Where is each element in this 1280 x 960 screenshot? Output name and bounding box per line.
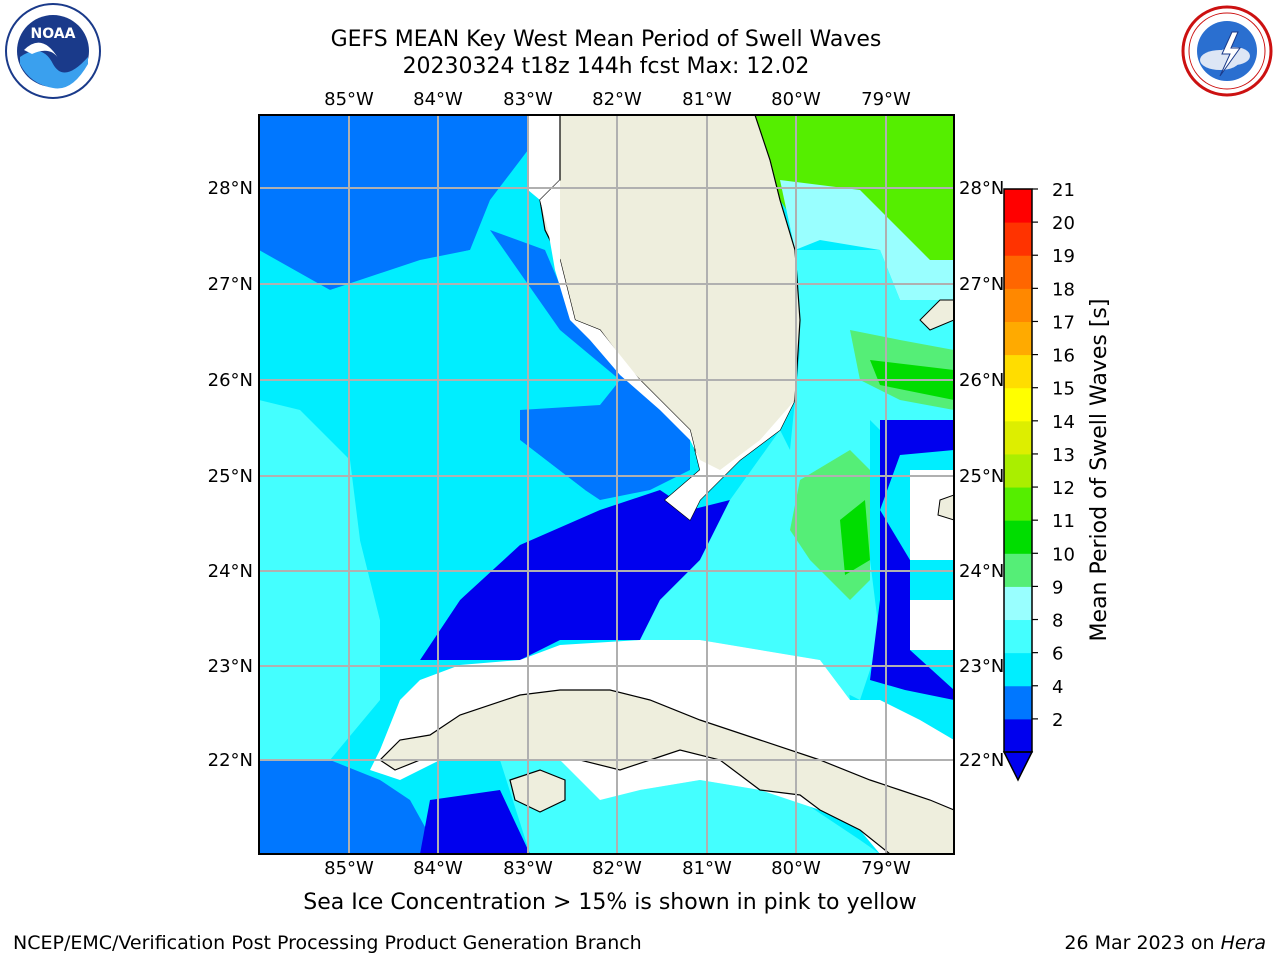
nws-logo	[1181, 5, 1273, 97]
colorbar-tick-label: 11	[1052, 511, 1075, 532]
region-northwest-gulf	[259, 115, 528, 290]
region-exuma-sound	[880, 420, 954, 600]
lon-label-bottom: 83°W	[503, 858, 553, 879]
lat-label-left: 23°N	[208, 656, 253, 677]
lon-label-top: 83°W	[503, 89, 553, 110]
colorbar-bin	[1004, 321, 1032, 356]
colorbar-bin	[1004, 255, 1032, 289]
colorbar-bin	[1004, 718, 1032, 753]
lon-label-bottom: 80°W	[771, 858, 821, 879]
colorbar: 21 20 19 18 17 16 15 14 13 12 11 10 9 8 6 4 2	[1002, 180, 1075, 782]
lon-label-top: 79°W	[861, 89, 911, 110]
no-data-bahamas	[910, 454, 954, 560]
colorbar-label: Mean Period of Swell Waves [s]	[1087, 299, 1112, 642]
colorbar-tick-label: 17	[1052, 312, 1075, 333]
region-tongue-max	[840, 500, 870, 575]
lat-label-right: 25°N	[959, 466, 1004, 487]
colorbar-bin	[1004, 222, 1032, 256]
no-data-tampa-coast	[528, 115, 560, 200]
colorbar-tick-label: 2	[1052, 710, 1063, 731]
lat-labels-left: 28°N 27°N 26°N 25°N 24°N 23°N 22°N	[208, 178, 253, 771]
lat-label-left: 28°N	[208, 178, 253, 199]
lon-label-bottom: 81°W	[682, 858, 732, 879]
colorbar-bin	[1004, 652, 1032, 687]
noaa-logo-text: NOAA	[31, 26, 76, 42]
lat-label-right: 26°N	[959, 370, 1004, 391]
colorbar-tick-label: 14	[1052, 412, 1075, 433]
region-old-bahama-channel	[870, 600, 954, 700]
region-yucatan-channel	[420, 790, 530, 854]
lon-label-top: 85°W	[324, 89, 374, 110]
forecast-subtitle: 20230324 t18z 144h fcst Max: 12.02	[402, 54, 810, 79]
colorbar-bin	[1004, 619, 1032, 654]
lon-label-bottom: 79°W	[861, 858, 911, 879]
colorbar-tick-label: 20	[1052, 213, 1075, 234]
lat-label-right: 27°N	[959, 274, 1004, 295]
lat-label-left: 27°N	[208, 274, 253, 295]
lon-label-top: 81°W	[682, 89, 732, 110]
colorbar-bin	[1004, 288, 1032, 322]
map-gridlines	[259, 115, 954, 854]
lat-label-right: 22°N	[959, 750, 1004, 771]
sea-ice-note: Sea Ice Concentration > 15% is shown in …	[303, 890, 917, 915]
lon-label-top: 80°W	[771, 89, 821, 110]
lat-labels-right: 28°N 27°N 26°N 25°N 24°N 23°N 22°N	[959, 178, 1004, 771]
chart-title: GEFS MEAN Key West Mean Period of Swell …	[330, 27, 882, 52]
lat-label-right: 23°N	[959, 656, 1004, 677]
colorbar-tick-label: 15	[1052, 379, 1075, 400]
colorbar-tick-label: 4	[1052, 677, 1063, 698]
andros-island	[937, 494, 954, 521]
grand-bahama-island	[919, 299, 954, 331]
colorbar-bin	[1004, 387, 1032, 422]
region-atlantic-shelf	[780, 180, 954, 300]
lon-label-bottom: 84°W	[413, 858, 463, 879]
lon-labels-bottom: 85°W 84°W 83°W 82°W 81°W 80°W 79°W	[324, 858, 911, 879]
colorbar-bin	[1004, 586, 1032, 621]
colorbar-tick-label: 10	[1052, 544, 1075, 565]
lat-label-right: 28°N	[959, 178, 1004, 199]
swell-period-field	[259, 115, 954, 854]
colorbar-tick-label: 18	[1052, 279, 1075, 300]
colorbar-tick-label: 9	[1052, 577, 1063, 598]
colorbar-frame	[1003, 188, 1033, 753]
colorbar-tick-label: 8	[1052, 611, 1063, 632]
lat-label-left: 22°N	[208, 750, 253, 771]
noaa-logo: NOAA	[5, 3, 101, 99]
colorbar-bin	[1004, 189, 1032, 223]
lat-label-left: 24°N	[208, 561, 253, 582]
colorbar-bin	[1004, 354, 1032, 389]
lat-label-left: 26°N	[208, 370, 253, 391]
footer-date-text: 26 Mar 2023 on	[1064, 932, 1221, 954]
region-florida-straits-west	[420, 490, 730, 660]
footer-host: Hera	[1220, 932, 1266, 954]
colorbar-underflow-arrow	[1002, 751, 1034, 782]
lon-label-bottom: 82°W	[592, 858, 642, 879]
no-data-cuba-cays	[910, 600, 954, 650]
colorbar-tick-label: 13	[1052, 445, 1075, 466]
lat-label-right: 24°N	[959, 561, 1004, 582]
lat-label-left: 25°N	[208, 466, 253, 487]
colorbar-bin	[1004, 453, 1032, 488]
lon-label-bottom: 85°W	[324, 858, 374, 879]
colorbar-bin	[1004, 420, 1032, 455]
colorbar-tick-label: 19	[1052, 246, 1075, 267]
lon-label-top: 82°W	[592, 89, 642, 110]
footer-credit: NCEP/EMC/Verification Post Processing Pr…	[13, 932, 642, 954]
lon-label-top: 84°W	[413, 89, 463, 110]
lon-labels-top: 85°W 84°W 83°W 82°W 81°W 80°W 79°W	[324, 89, 911, 110]
colorbar-tick-label: 21	[1052, 180, 1075, 201]
map-frame	[258, 114, 955, 855]
colorbar-bin	[1004, 487, 1032, 521]
colorbar-tick-label: 6	[1052, 644, 1063, 665]
footer-date: 26 Mar 2023 on Hera	[1064, 932, 1266, 954]
colorbar-bin	[1004, 553, 1032, 587]
colorbar-tick-label: 16	[1052, 346, 1075, 367]
colorbar-tick-label: 12	[1052, 478, 1075, 499]
colorbar-bin	[1004, 685, 1032, 720]
region-florida-west-shelf	[490, 230, 690, 500]
colorbar-bin	[1004, 520, 1032, 554]
isla-de-la-juventud	[509, 769, 566, 813]
